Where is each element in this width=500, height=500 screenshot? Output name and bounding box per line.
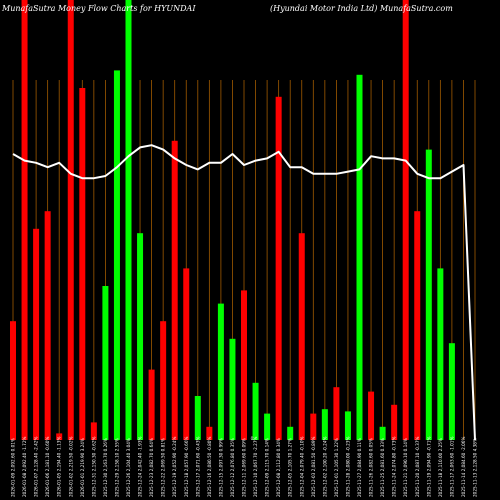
bar [137, 233, 144, 440]
x-tick-label: 2025-11-20 2,087.10 -0.37% [415, 437, 420, 497]
x-tick-label: 2025-12-16 2,080.50 -0.80% [207, 437, 212, 497]
x-tick-label: 2025-11-28 2,080.00 -0.23% [345, 437, 350, 497]
x-tick-label: 2025-11-19 2,094.90 -0.71% [426, 437, 431, 497]
x-tick-label: 2025-12-04 2,079.40 -0.10% [299, 437, 304, 497]
bar [33, 228, 40, 440]
bar [437, 268, 444, 440]
bar [148, 369, 155, 440]
money-flow-line [12, 144, 476, 441]
bar [252, 382, 259, 440]
bars [10, 0, 455, 441]
x-tick-label: 2026-01-09 2,092.60 0.01% [11, 438, 16, 497]
bar [414, 211, 421, 440]
x-tick-label: 2025-11-26 2,082.60 0.05% [369, 438, 374, 497]
bar [113, 70, 120, 441]
bar [241, 290, 247, 440]
bar [356, 74, 363, 441]
bar [90, 422, 97, 440]
chart-subtitle: (Hyundai Motor India Ltd) MunafaSutra.co… [270, 4, 453, 13]
x-tick-label: 2025-11-25 2,081.60 0.33% [380, 438, 385, 497]
x-tick-label: 2025-12-09 2,115.70 0.14% [265, 438, 270, 497]
bar [56, 433, 63, 440]
bar [102, 286, 109, 440]
x-tick-label: 2026-01-05 2,194.40 -1.13% [57, 437, 62, 497]
chart-title: MunafaSutra Money Flow Charts for HYUNDA… [2, 4, 196, 13]
x-tick-label: 2025-12-24 2,042.40 -1.93% [138, 437, 143, 497]
bar [402, 0, 409, 440]
bar [21, 0, 28, 440]
x-tick-label: 2025-12-01 2,105.30 1.22% [334, 438, 339, 497]
x-tick-label: 2025-12-11 2,069.60 0.09% [242, 438, 247, 497]
bar [229, 338, 236, 440]
x-tick-label: 2025-12-12 2,076.80 0.35% [230, 438, 235, 497]
x-tick-label: 2025-12-18 2,057.90 -0.66% [184, 437, 189, 497]
bar [321, 409, 328, 440]
bar [10, 321, 16, 440]
bar [448, 343, 455, 440]
x-tick-label: 2025-12-26 2,104.40 3.04% [126, 438, 131, 497]
bar [44, 211, 51, 440]
x-tick-label: 2026-01-07 2,128.40 -2.42% [34, 437, 39, 497]
bar [217, 303, 224, 440]
bar [125, 0, 132, 440]
zero-label: 0 [251, 436, 254, 441]
x-tick-label: 2025-11-17 2,063.60 -1.01% [449, 437, 454, 497]
bar [183, 268, 190, 440]
bar [379, 426, 386, 440]
x-tick-label: 2025-11-27 2,084.90 0.11% [357, 438, 362, 497]
bar [275, 96, 282, 441]
x-tick-label: 2025-11-24 2,074.80 -0.73% [392, 437, 397, 497]
x-tick-labels: 2026-01-09 2,092.60 0.01% 2026-01-08 2,09… [11, 437, 478, 497]
bar [391, 404, 398, 440]
x-tick-label: 2025-12-17 2,071.60 -0.43% [195, 437, 200, 497]
x-tick-label: 2025-11-14 2,084.60 -2.06% [461, 437, 466, 497]
bar [171, 140, 178, 441]
bar [79, 88, 86, 440]
x-tick-label: 2025-12-31 2,150.30 -0.62% [91, 437, 96, 497]
x-tick-label: 2025-12-30 2,163.70 0.26% [103, 438, 108, 497]
x-tick-label: 2025-12-19 2,052.90 -0.24% [172, 437, 177, 497]
x-tick-label: 2025-12-29 2,158.10 2.55% [114, 438, 119, 497]
x-tick-label: 2025-12-10 2,067.70 -2.27% [253, 437, 258, 497]
x-tick-label: 2025-12-03 2,081.50 -0.89% [311, 437, 316, 497]
x-tick-label: 2025-12-23 2,082.70 0.64% [149, 438, 154, 497]
bar [344, 411, 351, 440]
x-tick-label: 2026-01-06 2,181.10 -0.60% [45, 437, 50, 497]
bar [206, 426, 213, 440]
bar [160, 321, 167, 440]
x-tick-label: 2026-01-08 2,092.40 -1.72% [22, 437, 27, 497]
bar [264, 413, 271, 440]
bar [287, 426, 294, 440]
x-tick-label: 2025-11-18 2,110.00 2.25% [438, 438, 443, 497]
bar [310, 413, 317, 440]
x-tick-label: 2025-12-22 2,069.50 0.81% [161, 438, 166, 497]
x-tick-label: 2025-12-15 2,097.30 0.99% [218, 438, 223, 497]
bar [425, 149, 432, 440]
bar [368, 391, 375, 440]
x-tick-label: 2025-11-21 2,090.10 0.14% [403, 438, 408, 497]
bar [333, 387, 340, 440]
bar [298, 233, 305, 440]
bar [67, 0, 74, 440]
x-tick-label: 2025-11-13 2,128.50 4.38% [473, 438, 478, 497]
bar [194, 396, 201, 440]
x-tick-label: 2025-12-05 2,105.70 1.27% [288, 438, 293, 497]
x-tick-label: 2026-01-02 2,219.50 -0.02% [68, 437, 73, 497]
x-tick-label: 2026-01-01 2,219.90 3.24% [80, 438, 85, 497]
x-tick-label: 2025-12-02 2,100.20 -0.24% [322, 437, 327, 497]
x-tick-label: 2025-12-08 2,112.80 0.34% [276, 438, 281, 497]
